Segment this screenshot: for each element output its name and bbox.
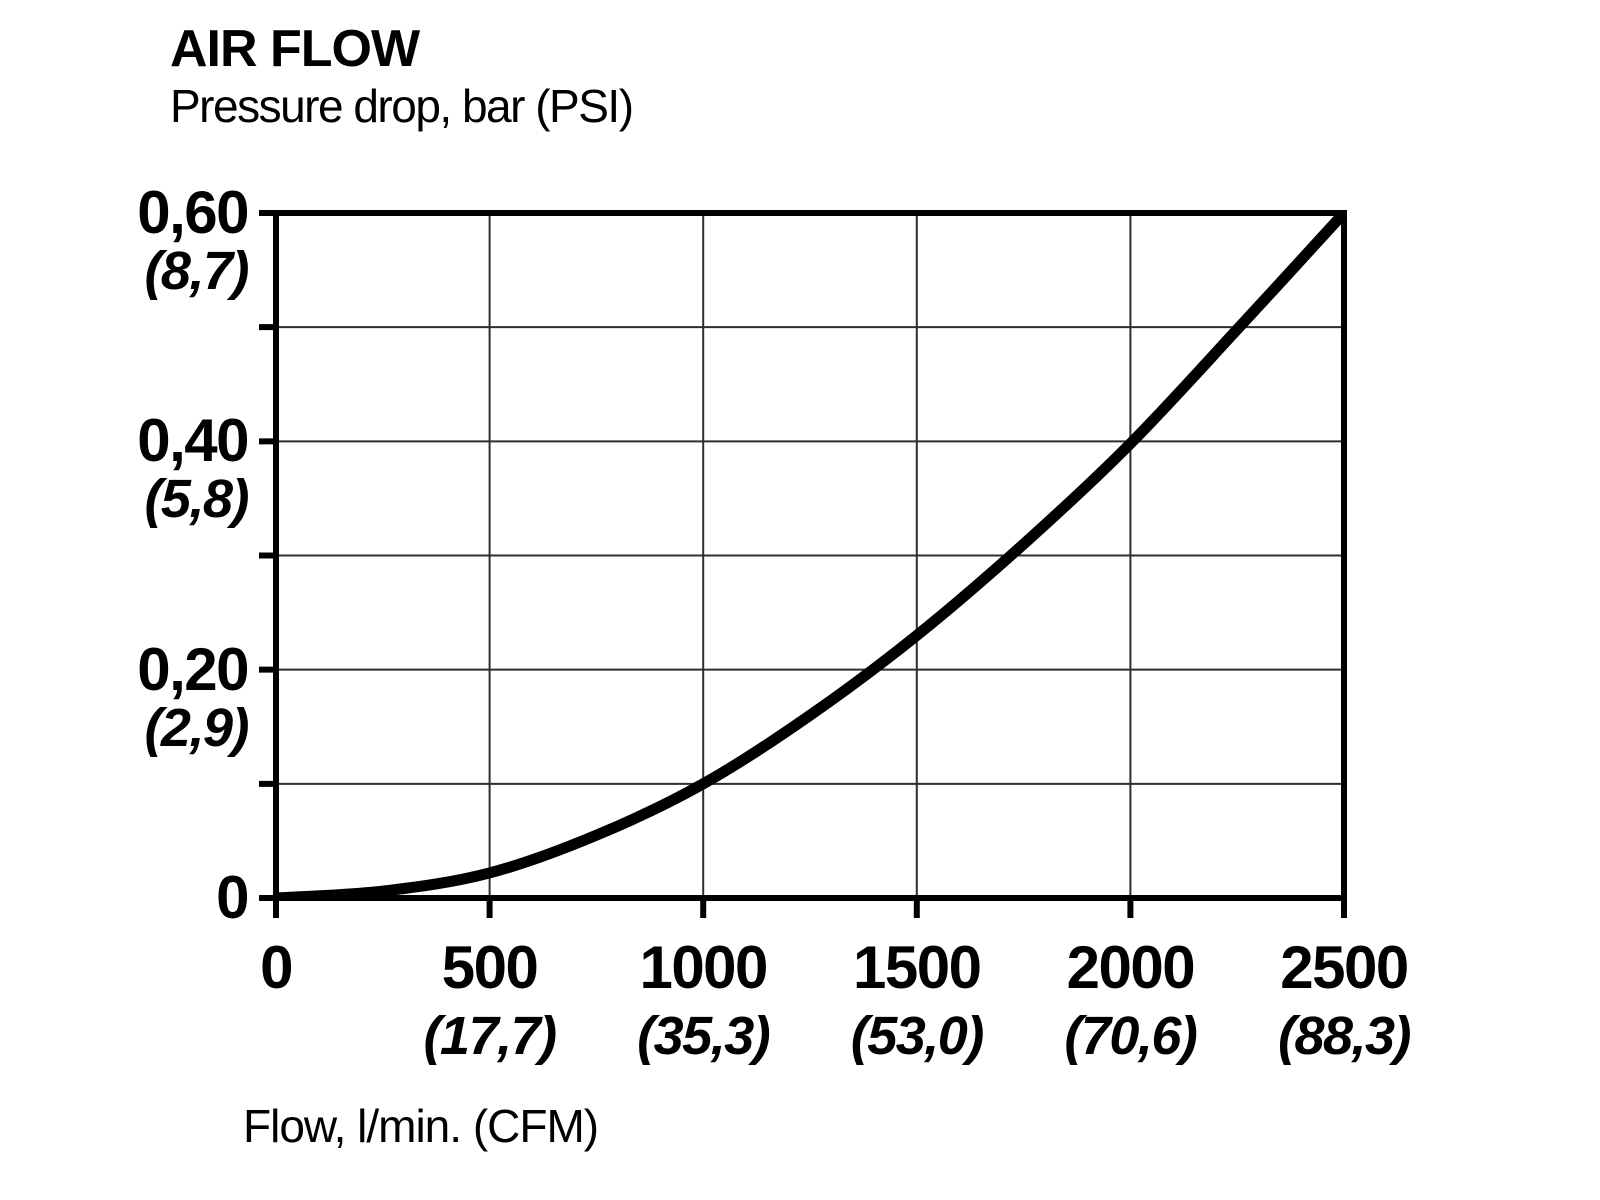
- chart-title: AIR FLOW: [170, 20, 420, 78]
- y-tick-sublabel: (8,7): [144, 241, 249, 301]
- x-tick-label: 500: [441, 934, 539, 1001]
- chart-subtitle: Pressure drop, bar (PSI): [170, 80, 634, 132]
- x-tick-sublabel: (70,6): [1064, 1006, 1198, 1066]
- x-tick-label: 2000: [1066, 934, 1196, 1001]
- x-axis-title: Flow, l/min. (CFM): [243, 1100, 599, 1152]
- x-tick-sublabel: (35,3): [637, 1006, 771, 1066]
- plot-frame: [273, 210, 1347, 901]
- y-tick-label: 0: [216, 864, 249, 931]
- x-tick-sublabel: (17,7): [423, 1006, 558, 1066]
- title-block: AIR FLOW Pressure drop, bar (PSI): [170, 20, 634, 134]
- x-tick-label: 0: [260, 934, 293, 1001]
- x-tick-label: 1500: [853, 934, 982, 1001]
- y-tick-label: 0,40: [137, 407, 249, 475]
- y-tick-sublabel: (5,8): [144, 469, 249, 530]
- flow-pressure-curve: [275, 210, 1347, 901]
- y-tick-label: 0,20: [137, 635, 249, 703]
- x-tick-label: 2500: [1280, 934, 1409, 1001]
- x-tick-sublabel: (53,0): [850, 1006, 985, 1066]
- x-tick-label: 1000: [639, 934, 768, 1001]
- y-tick-label: 0,60: [137, 179, 249, 246]
- x-tick-sublabel: (88,3): [1277, 1006, 1412, 1066]
- y-tick-sublabel: (2,9): [144, 697, 249, 758]
